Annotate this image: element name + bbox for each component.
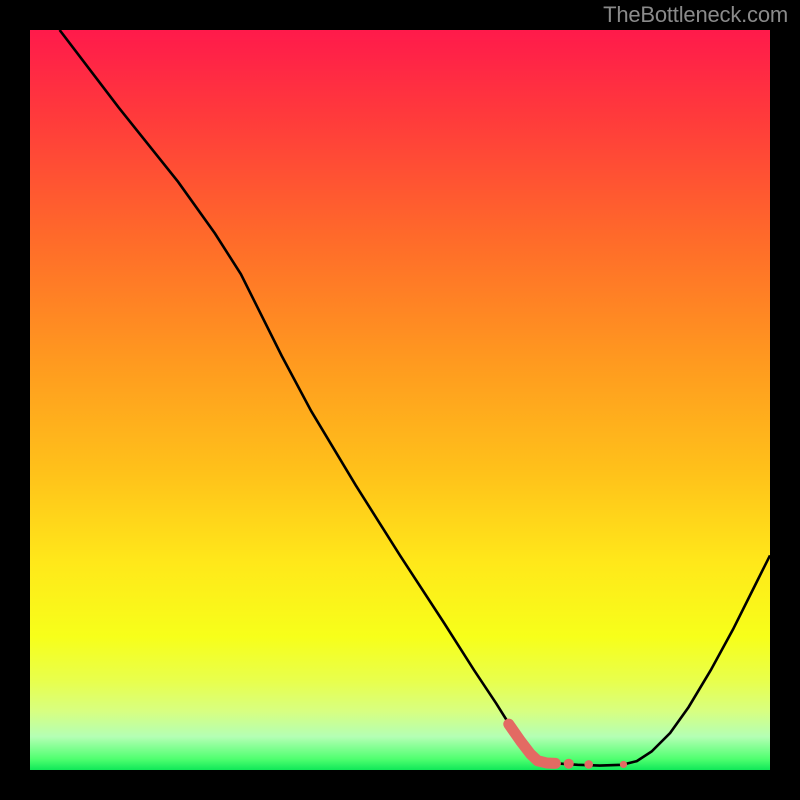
gradient-background	[30, 30, 770, 770]
accent-dot	[620, 761, 627, 768]
watermark-text: TheBottleneck.com	[603, 2, 788, 28]
accent-dot	[564, 759, 574, 769]
plot-area	[30, 30, 770, 770]
chart-frame: TheBottleneck.com	[0, 0, 800, 800]
accent-dot	[584, 760, 593, 769]
gradient-chart	[30, 30, 770, 770]
